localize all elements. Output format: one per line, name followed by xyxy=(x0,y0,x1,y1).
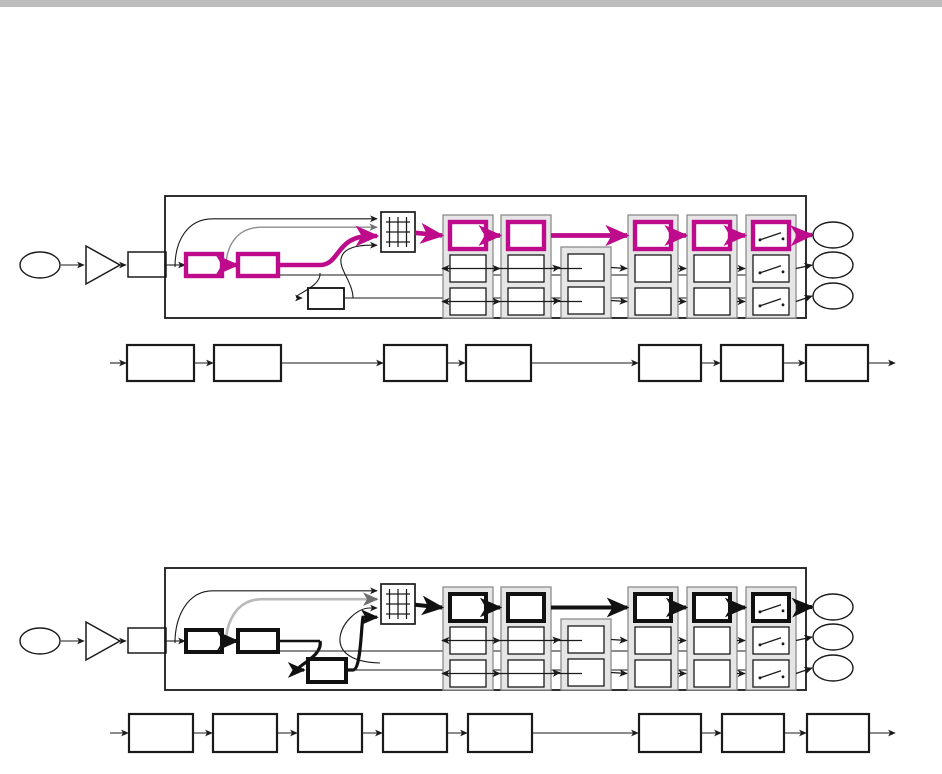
figure-top-highlight-riser-path xyxy=(278,225,380,268)
figure-top-flow-box-4[interactable] xyxy=(464,343,533,383)
figure-bottom-bold-drop-path xyxy=(287,640,322,678)
figure-bottom-output-ellipse-1[interactable] xyxy=(812,593,854,621)
figure-top-flow-box-5[interactable] xyxy=(637,343,703,383)
figure-top-source-ellipse[interactable] xyxy=(19,251,61,279)
figure-bottom-amplifier-triangle[interactable] xyxy=(85,620,122,662)
figure-bottom-source-ellipse[interactable] xyxy=(19,627,61,655)
figure-bottom-flow-box-6[interactable] xyxy=(637,712,703,754)
figure-top-column-5-box-1[interactable] xyxy=(691,219,733,252)
figure-bottom-output-ellipse-3[interactable] xyxy=(812,654,854,682)
figure-top-link-column-3-column-4-row3 xyxy=(610,297,628,305)
figure-bottom-column-5-box-1[interactable] xyxy=(692,592,732,623)
figure-top-flow-box-2[interactable] xyxy=(212,343,283,383)
figure-top-tap-1-path xyxy=(174,215,378,268)
figure-top-column-6-switch-pivot-2 xyxy=(758,271,762,275)
figure-bottom-flow-box-1[interactable] xyxy=(127,712,195,754)
figure-bottom-column-6-switch-lever-2 xyxy=(759,637,782,646)
figure-bottom-col6-to-output-1 xyxy=(791,597,815,618)
figure-top-flow-box-7[interactable] xyxy=(804,343,870,383)
figure-bottom-stage-box-1[interactable] xyxy=(184,628,224,654)
figure-bottom-flow-box-3[interactable] xyxy=(296,712,364,754)
figure-top-amplifier-triangle[interactable] xyxy=(85,244,122,286)
figure-bottom-column-4-box-1[interactable] xyxy=(633,592,673,623)
figure-top-column-6-switch-lever-3 xyxy=(759,298,782,307)
figure-bottom-column-6-switch-contact-3 xyxy=(781,675,785,679)
figure-top-col6-to-output-3 xyxy=(795,294,813,303)
figure-top-output-ellipse-3[interactable] xyxy=(812,282,854,310)
figure-bottom-column-4-box-3[interactable] xyxy=(634,659,672,688)
figure-bottom-column-4-box-2[interactable] xyxy=(634,626,672,655)
figure-bottom-column-6-switch-pivot-1 xyxy=(758,610,762,614)
figure-bottom-link-column-3-column-4-row3 xyxy=(610,669,628,677)
figure-top-column-4-box-1[interactable] xyxy=(632,219,674,252)
figure-top-flow-box-1[interactable] xyxy=(125,343,196,383)
figure-bottom-matrix-to-col1-row1 xyxy=(414,595,445,616)
figure-bottom-tap-3-path xyxy=(339,604,381,664)
figure-top-column-6-switch-contact-3 xyxy=(781,303,785,307)
figure-bottom-flow-box-4[interactable] xyxy=(381,712,449,754)
figure-bottom-column-3-box-2[interactable] xyxy=(567,625,605,654)
scan-edge-bar xyxy=(0,0,942,7)
figure-top-flow-box-6[interactable] xyxy=(719,343,785,383)
figure-bottom-flow-box-2[interactable] xyxy=(211,712,279,754)
figure-top-column-6-switch-3[interactable] xyxy=(752,287,790,316)
figure-bottom-tap-1-path xyxy=(174,587,378,644)
figure-top-column-1-box-1[interactable] xyxy=(447,219,489,252)
figure-bottom-column-6-switch-pivot-3 xyxy=(758,676,762,680)
figure-bottom-stage-box-3[interactable] xyxy=(306,657,348,684)
figure-bottom-column-6-switch-contact-1 xyxy=(781,609,785,613)
figure-bottom-flow-box-8[interactable] xyxy=(805,712,871,754)
figure-top-input-box[interactable] xyxy=(127,251,167,278)
figure-top-column-5-box-2[interactable] xyxy=(693,254,731,283)
figure-top-output-ellipse-2[interactable] xyxy=(812,251,854,279)
figure-top-column-2-box-1[interactable] xyxy=(505,219,547,252)
figure-top-col6-to-output-2 xyxy=(795,263,813,271)
figure-bottom-stage-box-2[interactable] xyxy=(236,628,280,654)
figure-bottom-column-5-box-3[interactable] xyxy=(693,659,731,688)
figure-bottom-column-6-switch-contact-2 xyxy=(781,642,785,646)
figure-bottom-column-1-box-1[interactable] xyxy=(448,592,488,623)
figure-top-stage-box-2[interactable] xyxy=(235,251,281,279)
figure-top-link-column-3-column-4-row2 xyxy=(610,264,628,272)
figure-top-column-4-box-3[interactable] xyxy=(634,287,672,316)
figure-bottom-input-box[interactable] xyxy=(127,627,167,654)
figure-top-column-5-box-3[interactable] xyxy=(693,287,731,316)
figure-top-output-ellipse-1[interactable] xyxy=(812,221,854,249)
figure-top-col6-to-output-1 xyxy=(790,225,815,247)
figure-top-column-6-switch-lever-1 xyxy=(759,232,782,241)
figure-top-column-6-switch-pivot-3 xyxy=(758,304,762,308)
figure-bottom-output-ellipse-2[interactable] xyxy=(812,623,854,651)
figure-bottom-col6-to-output-2 xyxy=(795,635,813,643)
figure-top-matrix-to-col1-row1 xyxy=(414,222,445,244)
figure-top-column-6-switch-contact-2 xyxy=(781,270,785,274)
figure-top-column-6-switch-contact-1 xyxy=(781,237,785,241)
figure-bottom-column-5-box-2[interactable] xyxy=(693,626,731,655)
figure-bottom-flow-box-5[interactable] xyxy=(466,712,534,754)
figure-bottom-column-6-switch-lever-1 xyxy=(759,604,782,613)
figure-top-column-3-box-3[interactable] xyxy=(567,286,605,315)
figure-top-lower-riser-path xyxy=(340,241,378,299)
figure-bottom-link-column-3-column-4-row2 xyxy=(610,636,628,644)
figure-bottom-column-6-switch-pivot-2 xyxy=(758,643,762,647)
figure-top-flow-box-3[interactable] xyxy=(382,343,449,383)
figure-top-stage-box-1[interactable] xyxy=(183,251,225,279)
figure-bottom-column-2-box-1[interactable] xyxy=(506,592,546,623)
figure-top-column-4-box-2[interactable] xyxy=(634,254,672,283)
figure-top-drop-to-lower-box xyxy=(295,272,321,302)
figure-bottom-col6-to-output-3 xyxy=(795,666,813,675)
figure-top-column-6-switch-lever-2 xyxy=(759,265,782,274)
figure-top-stage-box-3[interactable] xyxy=(307,287,345,310)
figure-bottom-column-6-switch-lever-3 xyxy=(759,670,782,679)
figure-top-column-6-switch-pivot-1 xyxy=(758,238,762,242)
figure-top-column-3-box-2[interactable] xyxy=(567,253,605,282)
figure-bottom-column-3-box-3[interactable] xyxy=(567,658,605,687)
figure-bottom-flow-box-7[interactable] xyxy=(720,712,786,754)
